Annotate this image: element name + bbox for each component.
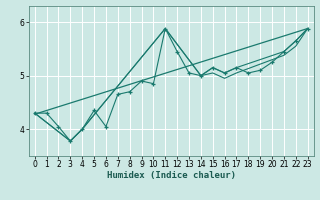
X-axis label: Humidex (Indice chaleur): Humidex (Indice chaleur)	[107, 171, 236, 180]
